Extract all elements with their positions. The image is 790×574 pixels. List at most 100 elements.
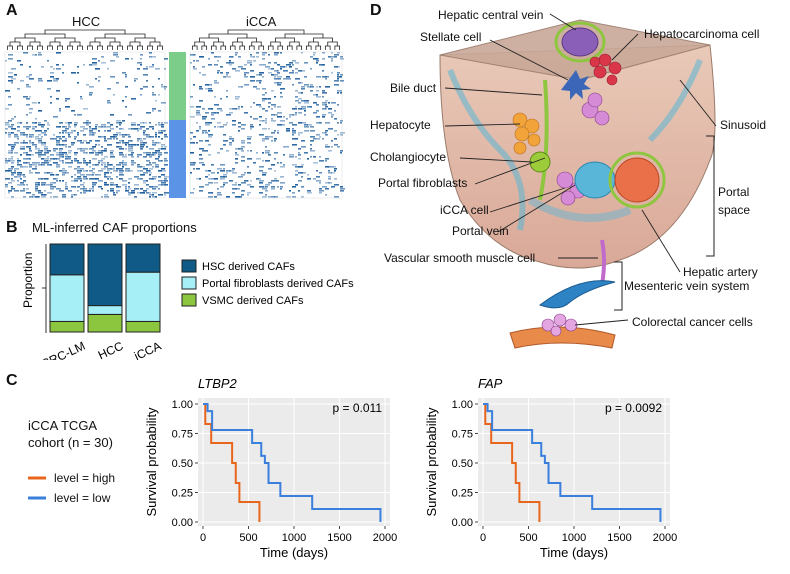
heatmap-cell: [41, 144, 46, 146]
heatmap-cell: [196, 130, 199, 132]
heatmap-cell: [11, 152, 13, 154]
heatmap-cell: [65, 140, 67, 142]
heatmap-cell: [310, 86, 314, 88]
heatmap-cell: [53, 174, 56, 176]
heatmap-cell: [199, 126, 201, 128]
heatmap-cell: [26, 158, 30, 160]
heatmap-cell: [295, 72, 298, 74]
heatmap-cell: [38, 124, 43, 126]
heatmap-cell: [74, 138, 76, 140]
heatmap-cell: [95, 174, 98, 176]
heatmap-cell: [199, 154, 202, 156]
heatmap-cell: [95, 78, 97, 80]
heatmap-cell: [137, 138, 140, 140]
heatmap-cell: [131, 122, 136, 124]
heatmap-cell: [92, 128, 97, 130]
heatmap-cell: [152, 192, 157, 194]
heatmap-cell: [259, 116, 262, 118]
heatmap-cell: [149, 194, 152, 196]
heatmap-cell: [190, 62, 192, 64]
heatmap-cell: [277, 70, 279, 72]
heatmap-cell: [83, 152, 87, 154]
km-x-label: Time (days): [540, 545, 608, 560]
heatmap-cell: [298, 102, 301, 104]
heatmap-cell: [262, 98, 267, 100]
heatmap-cell: [65, 126, 67, 128]
heatmap-cell: [241, 150, 244, 152]
heatmap-cell: [44, 134, 47, 136]
heatmap-cell: [113, 52, 118, 54]
heatmap-cell: [149, 170, 151, 172]
heatmap-cell: [107, 126, 111, 128]
heatmap-cell: [140, 174, 145, 176]
heatmap-cell: [220, 126, 224, 128]
heatmap-cell: [137, 156, 139, 158]
heatmap-cell: [50, 172, 53, 174]
heatmap-cell: [196, 142, 198, 144]
heatmap-cell: [50, 66, 53, 68]
heatmap-cell: [164, 158, 167, 160]
heatmap-cell: [304, 124, 308, 126]
heatmap-cell: [208, 90, 213, 92]
heatmap-cell: [146, 154, 150, 156]
heatmap-cell: [205, 150, 208, 152]
heatmap-cell: [128, 140, 132, 142]
heatmap-cell: [134, 184, 139, 186]
heatmap-cell: [116, 138, 118, 140]
heatmap-cell: [190, 106, 194, 108]
heatmap-cell: [50, 76, 54, 78]
heatmap-cell: [92, 146, 96, 148]
heatmap-cell: [23, 184, 25, 186]
heatmap-cell: [301, 106, 306, 108]
heatmap-cell: [110, 172, 112, 174]
heatmap-cell: [277, 162, 279, 164]
heatmap-cell: [146, 160, 150, 162]
heatmap-cell: [14, 134, 18, 136]
heatmap-cell: [316, 104, 319, 106]
heatmap-cell: [271, 132, 275, 134]
heatmap-cell: [298, 158, 301, 160]
caf-bar-segment: [125, 243, 161, 273]
heatmap-cell: [161, 138, 163, 140]
heatmap-cell: [164, 68, 166, 70]
heatmap-cell: [316, 60, 319, 62]
heatmap-cell: [35, 136, 39, 138]
heatmap-cell: [134, 80, 136, 82]
km-x-tick-label: 1500: [607, 532, 631, 544]
heatmap-cell: [146, 188, 149, 190]
heatmap-cell: [283, 146, 286, 148]
heatmap-cell: [80, 192, 82, 194]
heatmap-cell: [101, 124, 104, 126]
heatmap-cell: [161, 170, 166, 172]
heatmap-cell: [280, 124, 285, 126]
heatmap-cell: [110, 60, 115, 62]
heatmap-cell: [50, 188, 54, 190]
heatmap-cell: [149, 172, 152, 174]
heatmap-cell: [41, 154, 46, 156]
heatmap-cell: [337, 66, 340, 68]
heatmap-cell: [226, 76, 231, 78]
heatmap-cell: [143, 168, 148, 170]
heatmap-cell: [161, 182, 166, 184]
heatmap-cell: [104, 150, 107, 152]
heatmap-cell: [137, 144, 139, 146]
heatmap-cell: [235, 70, 240, 72]
heatmap-cell: [250, 56, 253, 58]
heatmap-cell: [104, 172, 109, 174]
heatmap-cell: [265, 118, 267, 120]
heatmap-cell: [164, 178, 167, 180]
heatmap-cell: [190, 96, 193, 98]
heatmap-cell: [226, 170, 231, 172]
heatmap-cell: [131, 162, 136, 164]
heatmap-cell: [158, 156, 160, 158]
heatmap-cell: [134, 78, 138, 80]
heatmap-cell: [47, 150, 51, 152]
heatmap-cell: [26, 136, 28, 138]
heatmap-cell: [125, 58, 129, 60]
heatmap-cell: [107, 196, 109, 198]
heatmap-cell: [17, 88, 20, 90]
heatmap-cell: [68, 146, 71, 148]
heatmap-cell: [140, 144, 145, 146]
heatmap-cell: [250, 150, 252, 152]
heatmap-cell: [340, 80, 344, 82]
